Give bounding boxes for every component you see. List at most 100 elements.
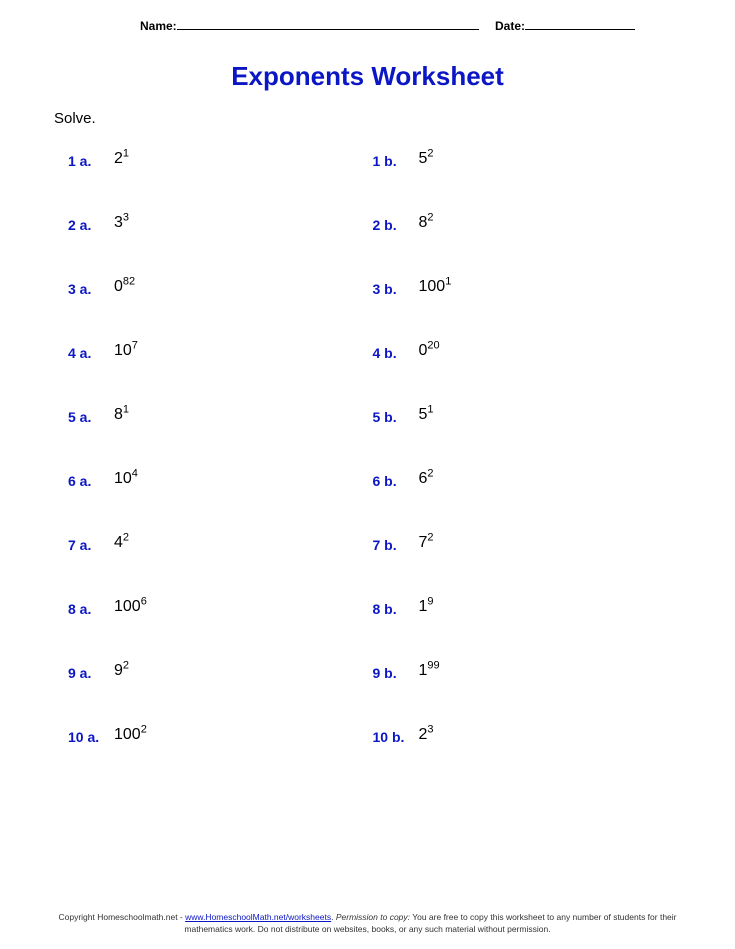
- page-title: Exponents Worksheet: [50, 61, 685, 92]
- problems-grid: 1 a.211 b.522 a.332 b.823 a.0823 b.10014…: [50, 149, 685, 745]
- instruction-text: Solve.: [54, 110, 685, 127]
- problem-item: 9 b.199: [373, 661, 678, 681]
- expression-base: 100: [419, 278, 446, 295]
- problem-item: 8 b.19: [373, 597, 678, 617]
- problem-item: 2 b.82: [373, 213, 678, 233]
- problem-item: 1 a.21: [68, 149, 373, 169]
- problem-label: 4 b.: [373, 341, 419, 361]
- expression-exponent: 3: [427, 724, 433, 736]
- problem-item: 3 b.1001: [373, 277, 678, 297]
- expression-exponent: 20: [427, 340, 439, 352]
- problem-item: 2 a.33: [68, 213, 373, 233]
- problem-item: 4 b.020: [373, 341, 678, 361]
- expression-base: 2: [114, 150, 123, 167]
- problem-expression: 33: [114, 213, 129, 231]
- problem-expression: 107: [114, 341, 138, 359]
- problem-expression: 51: [419, 405, 434, 423]
- expression-exponent: 2: [141, 724, 147, 736]
- expression-base: 0: [114, 278, 123, 295]
- problem-item: 10 a.1002: [68, 725, 373, 745]
- header-row: Name: Date:: [140, 18, 635, 33]
- expression-exponent: 2: [427, 212, 433, 224]
- problem-item: 5 a.81: [68, 405, 373, 425]
- expression-exponent: 1: [123, 404, 129, 416]
- expression-base: 100: [114, 598, 141, 615]
- problem-label: 8 b.: [373, 597, 419, 617]
- problem-expression: 1002: [114, 725, 147, 743]
- problem-label: 2 a.: [68, 213, 114, 233]
- date-blank-line: [525, 18, 635, 30]
- problem-label: 3 b.: [373, 277, 419, 297]
- problem-label: 10 b.: [373, 725, 419, 745]
- problem-label: 2 b.: [373, 213, 419, 233]
- problem-label: 1 b.: [373, 149, 419, 169]
- expression-exponent: 99: [427, 660, 439, 672]
- problem-expression: 81: [114, 405, 129, 423]
- worksheet-page: Name: Date: Exponents Worksheet Solve. 1…: [0, 0, 735, 949]
- problem-label: 8 a.: [68, 597, 114, 617]
- problem-item: 6 b.62: [373, 469, 678, 489]
- expression-base: 3: [114, 214, 123, 231]
- footer-permission-label: Permission to copy:: [336, 912, 410, 922]
- problem-label: 10 a.: [68, 725, 114, 745]
- problem-item: 5 b.51: [373, 405, 678, 425]
- expression-exponent: 1: [123, 148, 129, 160]
- expression-exponent: 82: [123, 276, 135, 288]
- problem-label: 9 b.: [373, 661, 419, 681]
- problem-expression: 62: [419, 469, 434, 487]
- expression-exponent: 1: [445, 276, 451, 288]
- problem-item: 9 a.92: [68, 661, 373, 681]
- name-label: Name:: [140, 19, 177, 33]
- problem-item: 1 b.52: [373, 149, 678, 169]
- problem-expression: 92: [114, 661, 129, 679]
- problem-label: 9 a.: [68, 661, 114, 681]
- problem-item: 10 b.23: [373, 725, 678, 745]
- expression-base: 100: [114, 726, 141, 743]
- expression-exponent: 4: [132, 468, 138, 480]
- name-blank-line: [177, 18, 479, 30]
- problem-expression: 1006: [114, 597, 147, 615]
- problem-item: 7 a.42: [68, 533, 373, 553]
- problem-label: 6 b.: [373, 469, 419, 489]
- problem-label: 7 b.: [373, 533, 419, 553]
- expression-base: 10: [114, 470, 132, 487]
- problem-expression: 21: [114, 149, 129, 167]
- expression-exponent: 9: [427, 596, 433, 608]
- expression-exponent: 1: [427, 404, 433, 416]
- footer-link[interactable]: www.HomeschoolMath.net/worksheets: [185, 912, 331, 922]
- problem-expression: 19: [419, 597, 434, 615]
- expression-exponent: 7: [132, 340, 138, 352]
- expression-base: 10: [114, 342, 132, 359]
- expression-exponent: 2: [427, 148, 433, 160]
- problem-expression: 72: [419, 533, 434, 551]
- problem-expression: 199: [419, 661, 440, 679]
- problem-item: 6 a.104: [68, 469, 373, 489]
- problem-expression: 23: [419, 725, 434, 743]
- problem-expression: 082: [114, 277, 135, 295]
- problem-expression: 52: [419, 149, 434, 167]
- problem-expression: 1001: [419, 277, 452, 295]
- problem-item: 8 a.1006: [68, 597, 373, 617]
- expression-exponent: 2: [123, 532, 129, 544]
- problem-expression: 82: [419, 213, 434, 231]
- expression-exponent: 2: [427, 468, 433, 480]
- expression-exponent: 2: [123, 660, 129, 672]
- problem-label: 3 a.: [68, 277, 114, 297]
- expression-exponent: 6: [141, 596, 147, 608]
- problem-expression: 020: [419, 341, 440, 359]
- problem-expression: 104: [114, 469, 138, 487]
- problem-label: 5 b.: [373, 405, 419, 425]
- footer-copyright: Copyright Homeschoolmath.net -: [59, 912, 186, 922]
- problem-label: 6 a.: [68, 469, 114, 489]
- problem-label: 7 a.: [68, 533, 114, 553]
- expression-base: 9: [114, 662, 123, 679]
- problem-expression: 42: [114, 533, 129, 551]
- expression-base: 8: [114, 406, 123, 423]
- problem-label: 4 a.: [68, 341, 114, 361]
- footer: Copyright Homeschoolmath.net - www.Homes…: [0, 912, 735, 935]
- expression-base: 4: [114, 534, 123, 551]
- problem-label: 1 a.: [68, 149, 114, 169]
- expression-exponent: 2: [427, 532, 433, 544]
- expression-exponent: 3: [123, 212, 129, 224]
- problem-item: 7 b.72: [373, 533, 678, 553]
